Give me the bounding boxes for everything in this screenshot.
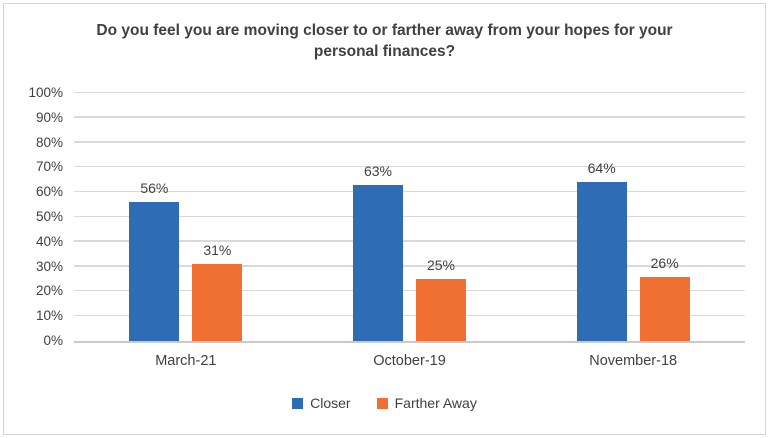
- gridline: [74, 165, 745, 168]
- bar-column: 31%: [192, 93, 243, 341]
- y-axis-tick-label: 10%: [35, 308, 63, 324]
- bar-group-november-18: 64% 26%: [521, 93, 745, 341]
- legend-label: Closer: [310, 395, 351, 411]
- bar-column: 56%: [129, 93, 180, 341]
- bar-closer: [352, 184, 403, 341]
- y-axis-tick-label: 60%: [35, 184, 63, 200]
- chart-frame: Do you feel you are moving closer to or …: [3, 3, 766, 435]
- legend-swatch-farther-away: [376, 397, 388, 409]
- x-axis-category-label: November-18: [589, 353, 678, 369]
- bar-group-march-21: 56% 31%: [74, 93, 298, 341]
- gridline: [74, 91, 745, 93]
- gridline: [74, 314, 745, 317]
- bar-farther-away: [639, 276, 690, 341]
- y-axis-tick-label: 40%: [35, 233, 63, 249]
- bar-value-label: 56%: [140, 180, 169, 197]
- y-axis-tick-label: 100%: [28, 85, 63, 100]
- gridline: [74, 141, 745, 143]
- gridline: [74, 240, 745, 242]
- gridline: [74, 116, 745, 118]
- y-axis-tick-label: 20%: [35, 283, 63, 299]
- bar-value-label: 64%: [587, 160, 616, 177]
- legend-swatch-closer: [292, 397, 304, 409]
- bar-value-label: 63%: [363, 162, 392, 179]
- bar-farther-away: [192, 264, 243, 341]
- bar-closer: [576, 182, 627, 341]
- bar-column: 64%: [576, 93, 627, 341]
- plot-area: 56% 31% 63% 25% 64% 26%: [74, 91, 745, 343]
- y-axis-tick-label: 0%: [43, 333, 63, 348]
- legend-item-farther-away: Farther Away: [376, 395, 477, 411]
- legend: Closer Farther Away: [4, 395, 765, 411]
- bar-group-october-19: 63% 25%: [298, 93, 522, 341]
- gridline: [74, 215, 745, 217]
- bar-closer: [129, 202, 180, 341]
- gridline: [74, 265, 745, 267]
- y-axis-tick-label: 80%: [35, 134, 63, 150]
- gridline: [74, 289, 745, 292]
- legend-item-closer: Closer: [292, 395, 351, 411]
- bar-column: 25%: [415, 93, 466, 341]
- bar-column: 63%: [352, 93, 403, 341]
- bar-value-label: 26%: [650, 254, 679, 271]
- chart-title: Do you feel you are moving closer to or …: [96, 22, 673, 60]
- y-axis-tick-label: 30%: [35, 258, 63, 274]
- x-axis: March-21 October-19 November-18: [74, 353, 745, 369]
- y-axis-tick-label: 70%: [35, 159, 63, 175]
- x-axis-category-label: March-21: [155, 353, 217, 369]
- y-axis-tick-label: 50%: [35, 209, 63, 224]
- bar-column: 26%: [639, 93, 690, 341]
- legend-label: Farther Away: [394, 395, 477, 411]
- bar-value-label: 25%: [426, 257, 455, 273]
- bar-farther-away: [415, 279, 466, 341]
- y-axis: 0% 10% 20% 30% 40% 50% 60% 70% 80% 90% 100%: [4, 85, 63, 348]
- x-axis-category-label: October-19: [373, 353, 446, 369]
- gridline: [74, 190, 745, 193]
- bar-value-label: 31%: [203, 242, 232, 259]
- y-axis-tick-label: 90%: [35, 109, 63, 125]
